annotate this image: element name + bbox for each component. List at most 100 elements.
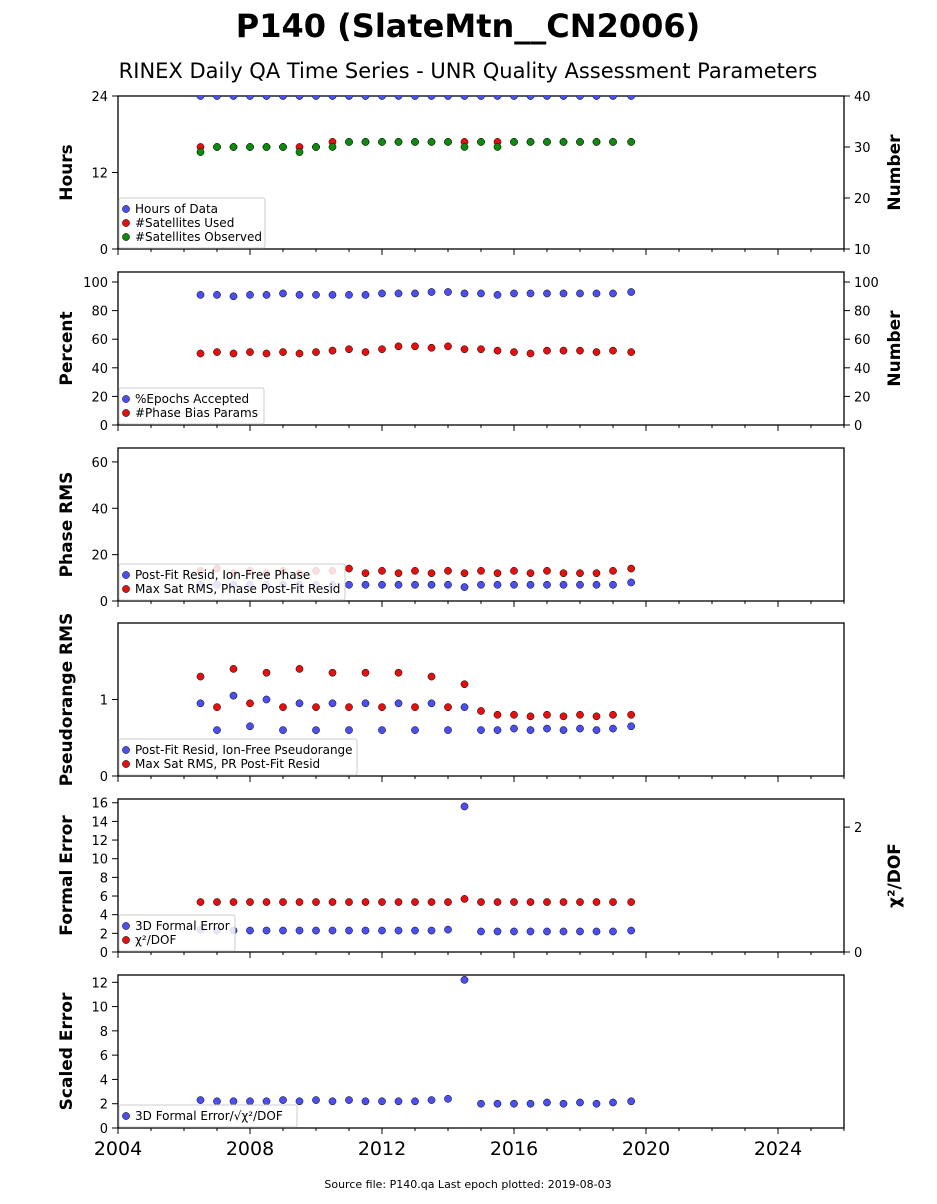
y-tick-label: 10	[91, 1001, 108, 1016]
data-point	[328, 291, 337, 299]
data-point	[559, 289, 568, 298]
data-point	[510, 567, 518, 575]
y-tick-label: 40	[91, 362, 108, 377]
data-point	[312, 726, 320, 734]
data-point	[378, 138, 386, 146]
y2-tick-label: 60	[854, 333, 871, 348]
y-tick-label: 24	[91, 90, 108, 105]
data-point	[559, 346, 568, 355]
data-point	[510, 724, 518, 733]
data-point	[394, 580, 403, 589]
data-point	[378, 703, 386, 712]
data-point	[526, 1099, 535, 1108]
data-point	[444, 288, 452, 296]
data-point	[246, 291, 254, 299]
data-point	[592, 1099, 601, 1108]
panel-2: 0 20 40 60 80 100 0 20 40 60 80 100 Percent Number %Ep…	[57, 271, 905, 434]
data-point	[477, 345, 485, 354]
y-tick-label: 0	[100, 419, 108, 434]
data-point	[262, 898, 271, 906]
figure-subtitle: RINEX Daily QA Time Series - UNR Quality…	[119, 59, 818, 83]
y-axis-label: Percent	[57, 311, 77, 385]
x-tick-label: 2012	[358, 1138, 406, 1160]
data-point	[592, 348, 601, 356]
legend-marker	[122, 219, 130, 227]
data-point	[592, 138, 601, 146]
data-point	[609, 580, 617, 589]
y-tick-label: 12	[91, 167, 108, 182]
data-point	[262, 926, 271, 935]
data-point	[477, 1099, 485, 1108]
data-point	[279, 348, 287, 356]
data-point	[460, 96, 469, 100]
data-point	[345, 291, 353, 299]
data-point	[411, 926, 419, 935]
data-point	[196, 672, 205, 681]
y-tick-label: 12	[91, 976, 108, 991]
panel-6: 0 2 4 6 8 10 12 2004 2008 2012 2016 2020 2024 Scaled …	[57, 974, 845, 1160]
data-point	[312, 926, 320, 935]
data-point	[361, 96, 370, 100]
data-point	[444, 703, 452, 712]
data-point	[295, 96, 304, 100]
data-point	[526, 349, 535, 358]
data-point	[295, 148, 304, 156]
data-point	[279, 289, 287, 298]
legend: Hours of Data#Satellites Used#Satellites…	[118, 197, 266, 249]
data-point	[576, 289, 584, 298]
y2-axis-label: Number	[885, 134, 905, 211]
series-2	[196, 895, 636, 906]
data-point	[493, 898, 502, 906]
legend-label: Post-Fit Resid, Ion-Free Phase	[135, 568, 310, 582]
data-point	[345, 898, 353, 906]
data-point	[279, 96, 287, 100]
data-point	[213, 96, 221, 100]
data-point	[526, 580, 535, 589]
data-point	[543, 289, 551, 298]
data-point	[361, 291, 370, 299]
y2-tick-label: 80	[854, 305, 871, 320]
data-point	[444, 726, 452, 734]
data-point	[576, 724, 584, 733]
data-point	[312, 898, 320, 906]
data-point	[627, 710, 636, 719]
data-point	[361, 926, 370, 935]
legend-marker	[122, 936, 130, 944]
data-point	[559, 96, 568, 100]
data-point	[559, 138, 568, 146]
data-point	[559, 927, 568, 936]
legend-marker	[122, 395, 130, 403]
data-point	[609, 927, 617, 936]
y-tick-label: 0	[100, 595, 108, 610]
data-point	[394, 898, 403, 906]
data-point	[493, 580, 502, 589]
data-point	[427, 672, 436, 681]
y-tick-label: 2	[100, 927, 108, 942]
x-tick-label: 2008	[226, 1138, 274, 1160]
data-point	[609, 710, 617, 719]
data-point	[213, 898, 221, 906]
data-point	[460, 583, 469, 591]
data-point	[444, 138, 452, 146]
data-point	[543, 1098, 551, 1107]
data-point	[378, 289, 386, 298]
data-point	[427, 569, 436, 578]
legend-label: 3D Formal Error/√χ²/DOF	[135, 1109, 283, 1123]
data-point	[592, 726, 601, 734]
data-point	[592, 580, 601, 589]
data-point	[493, 291, 502, 299]
data-point	[477, 898, 485, 906]
data-point	[493, 726, 502, 734]
legend-marker	[122, 922, 130, 930]
data-point	[510, 927, 518, 936]
data-point	[196, 291, 205, 299]
data-point	[627, 898, 636, 906]
data-point	[493, 96, 502, 100]
series-2	[196, 665, 636, 721]
data-point	[411, 726, 419, 734]
data-point	[411, 580, 419, 589]
data-point	[559, 569, 568, 578]
